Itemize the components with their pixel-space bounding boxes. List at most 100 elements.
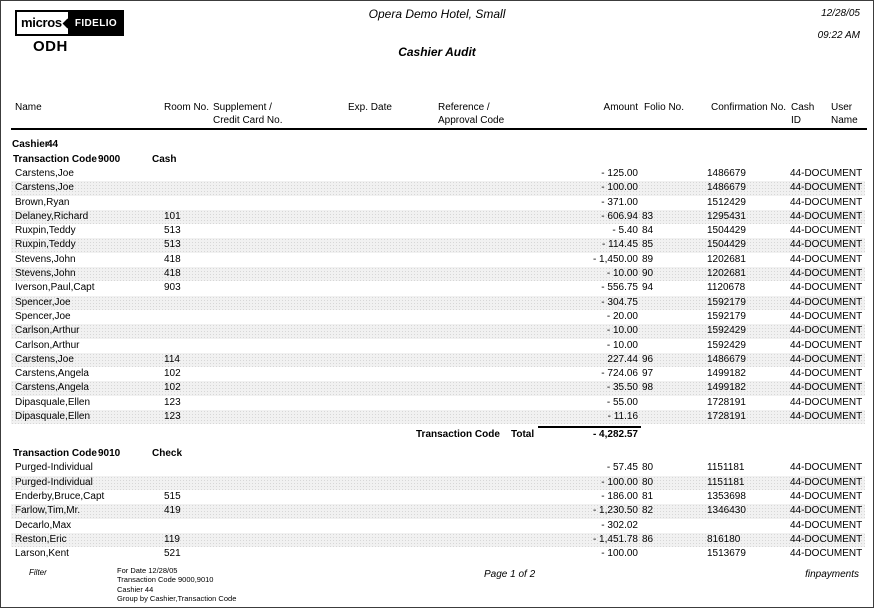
cell-amount: - 100.00 [601,182,638,194]
column-header-cashid: Cash ID [791,102,815,126]
cell-folio-no: 94 [642,282,654,294]
filter-label: Filter [29,568,47,577]
cell-confirmation-no: 1504429 [707,239,746,251]
cell-cashid-username: 44-DOCUMENT [790,239,863,251]
report-file-name: finpayments [805,569,859,580]
cell-amount: - 10.00 [606,325,638,337]
cell-cashid-username: 44-DOCUMENT [790,548,863,560]
cell-room-no: 123 [164,396,181,408]
table-row: Dipasquale,Ellen 123 - 55.00 1728191 44-DOCU… [11,396,865,410]
report-title: Opera Demo Hotel, Small [368,7,506,21]
cell-cashid-username: 44-DOCUMENT [790,368,863,380]
cell-name: Carstens,Joe [15,353,74,365]
table-row: Brown,Ryan - 371.00 1512429 44-DOCUMENT [11,196,865,210]
cell-cashid-username: 44-DOCUMENT [790,382,863,394]
cell-confirmation-no: 1513679 [707,548,746,560]
transaction-code-label: Transaction Code [13,154,97,165]
cell-cashid-username: 44-DOCUMENT [790,296,863,308]
column-header-reference: Reference / Approval Code [438,102,505,126]
cell-confirmation-no: 1120678 [707,282,746,294]
cashier-label: Cashier [12,139,49,150]
table-body: Cashier 44 Transaction Code 9000 Cash Carst… [11,137,865,561]
cell-room-no: 521 [164,548,181,560]
micros-fidelio-logo: micros FIDELIO [15,10,125,36]
cell-cashid-username: 44-DOCUMENT [790,268,863,280]
cell-cashid-username: 44-DOCUMENT [790,225,863,237]
cell-confirmation-no: 1499182 [707,368,746,380]
cell-confirmation-no: 1486679 [707,168,746,179]
column-header-amount: Amount [603,102,638,113]
cell-name: Carstens,Joe [15,168,74,179]
cell-name: Dipasquale,Ellen [15,396,91,408]
transaction-code-header: Transaction Code 9010 Check [11,446,865,461]
cell-amount: - 302.02 [601,519,638,531]
table-row: Carstens,Angela 102 - 724.06 97 1499182 44-DO… [11,367,865,381]
cell-cashid-username: 44-DOCUMENT [790,210,863,222]
cell-confirmation-no: 1151181 [707,462,745,474]
transaction-code-value: 9000 [98,154,121,165]
table-row: Iverson,Paul,Capt 903 - 556.75 94 1120678 44-… [11,281,865,295]
filter-line: Transaction Code 9000,9010 [117,575,214,585]
cell-name: Purged-Individual [15,476,93,488]
cell-room-no: 419 [164,505,181,517]
cell-confirmation-no: 1499182 [707,382,746,394]
sections-container: Transaction Code 9000 Cash Carstens,Joe - 12… [11,152,865,561]
cell-folio-no: 80 [642,476,654,488]
table-row: Carlson,Arthur - 10.00 1592429 44-DOCUMENT [11,339,865,353]
cell-folio-no: 89 [642,253,654,265]
cell-cashid-username: 44-DOCUMENT [790,396,863,408]
table-row: Carstens,Angela 102 - 35.50 98 1499182 44-DOC… [11,381,865,396]
cell-name: Ruxpin,Teddy [15,225,76,237]
cell-amount: - 606.94 [601,210,638,222]
cell-name: Enderby,Bruce,Capt [15,490,105,502]
cell-amount: - 125.00 [601,168,638,179]
table-row: Spencer,Joe - 20.00 1592179 44-DOCUMENT [11,310,865,324]
cell-folio-no: 97 [642,368,654,380]
column-header-name: Name [15,102,42,113]
cell-cashid-username: 44-DOCUMENT [790,325,863,337]
cell-name: Iverson,Paul,Capt [15,282,95,294]
cell-room-no: 515 [164,490,181,502]
cell-confirmation-no: 1512429 [707,196,746,208]
cell-amount: - 1,230.50 [592,505,638,517]
cell-amount: - 100.00 [601,548,638,560]
cell-name: Carlson,Arthur [15,339,80,351]
cell-room-no: 114 [164,353,180,365]
cell-name: Carstens,Angela [15,382,89,394]
cell-cashid-username: 44-DOCUMENT [790,505,863,517]
table-row: Dipasquale,Ellen 123 - 11.16 1728191 44-DOCU… [11,410,865,425]
cell-amount: - 1,451.78 [592,533,638,545]
filter-lines: For Date 12/28/05 Transaction Code 9000,9… [117,566,236,604]
report-subtitle: Cashier Audit [398,45,476,59]
table-row: Ruxpin,Teddy 513 - 5.40 84 1504429 44-DOCUMEN… [11,224,865,238]
logo-micros-text: micros [17,12,63,34]
cell-confirmation-no: 1592429 [707,339,746,351]
filter-line: Cashier 44 [117,584,154,594]
table-row: Reston,Eric 119 - 1,451.78 86 816180 44-DOCUM… [11,532,865,548]
cell-room-no: 418 [164,253,181,265]
cell-cashid-username: 44-DOCUMENT [790,253,863,265]
cell-name: Stevens,John [15,268,76,280]
cell-room-no: 903 [164,282,181,294]
cell-amount: - 100.00 [601,476,638,488]
table-row: Carstens,Joe - 100.00 1486679 44-DOCUMENT [11,181,865,196]
transaction-code-value: 9010 [98,448,121,460]
cell-confirmation-no: 1353698 [707,490,746,502]
cell-confirmation-no: 1202681 [707,253,746,265]
cell-folio-no: 85 [642,239,654,251]
cell-amount: 227.44 [607,353,638,365]
cell-amount: - 10.00 [606,268,638,280]
cell-confirmation-no: 1592429 [707,325,746,337]
property-code: ODH [33,38,68,55]
cell-amount: - 114.45 [602,239,638,251]
cell-amount: - 57.45 [606,462,638,474]
transaction-code-name: Check [152,448,183,460]
cell-amount: - 371.00 [601,196,638,208]
total-amount: - 4,282.57 [592,429,638,441]
filter-line: For Date 12/28/05 [117,566,178,575]
cell-room-no: 513 [164,239,181,251]
cell-name: Dipasquale,Ellen [15,411,91,423]
logo-fidelio-text: FIDELIO [67,12,123,34]
cell-confirmation-no: 1728191 [707,396,746,408]
cell-confirmation-no: 1486679 [707,182,746,194]
